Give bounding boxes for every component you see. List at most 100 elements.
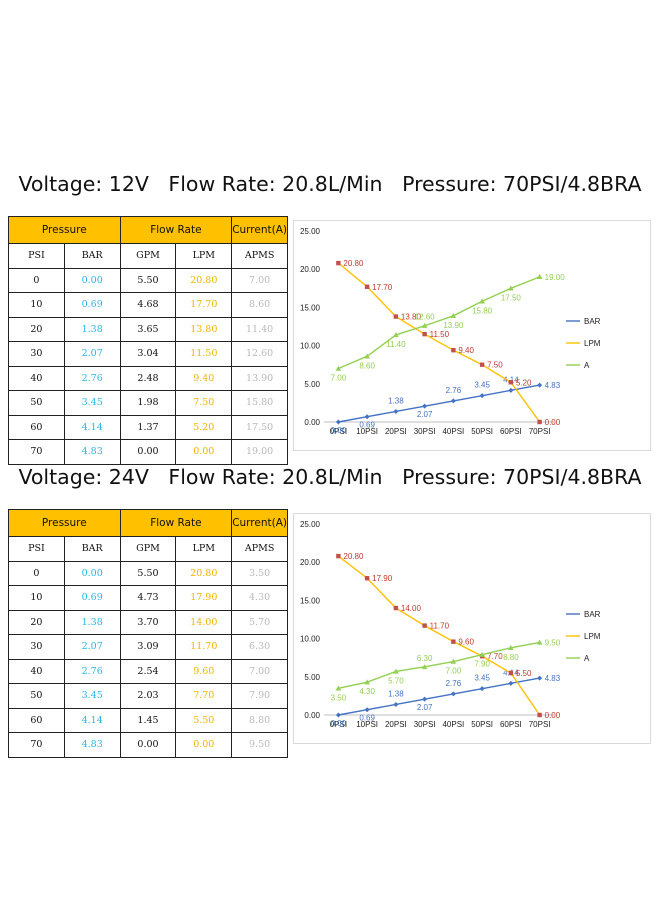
data-label-a: 8.80 [503,653,519,662]
cell-bar: 2.07 [63,341,121,367]
legend-label-lpm: LPM [584,632,601,641]
cell-apms: 12.60 [231,341,288,367]
legend-label-bar: BAR [584,610,601,619]
table-row: 50 3.45 2.03 7.70 7.90 [8,683,288,709]
data-label-a: 6.30 [417,654,433,663]
cell-gpm: 5.50 [119,267,177,293]
cell-gpm: 1.37 [119,414,177,440]
point-bar [508,387,514,393]
cell-psi: 40 [8,365,65,391]
x-tick-label: 20PSI [385,720,407,729]
cell-gpm: 0.00 [119,732,177,758]
data-label-lpm: 9.60 [458,638,474,647]
data-label-a: 7.00 [331,374,347,383]
point-bar [393,701,399,707]
cell-psi: 0 [8,560,65,586]
cell-lpm: 9.40 [175,365,233,391]
cell-gpm: 4.68 [119,292,177,318]
group-header-pressure: Pressure [8,509,121,537]
x-tick-label: 50PSI [471,720,493,729]
cell-apms: 7.00 [231,267,288,293]
column-header-apms: APMS [231,243,288,269]
cell-gpm: 3.09 [119,634,177,660]
point-bar [393,408,399,414]
y-tick-label: 25.00 [300,227,321,236]
point-a [421,664,428,670]
table-row: 30 2.07 3.04 11.50 12.60 [8,341,288,367]
point-lpm [422,623,427,628]
spec-table: Pressure Flow Rate Current(A) PSI BAR GP… [8,509,288,758]
x-tick-label: 30PSI [414,427,436,436]
point-lpm [508,670,514,676]
point-a [508,644,514,650]
data-label-a: 12.60 [415,313,436,322]
cell-gpm: 2.48 [119,365,177,391]
cell-psi: 20 [8,609,65,635]
cell-lpm: 5.20 [175,414,233,440]
cell-psi: 20 [8,316,65,342]
point-lpm [451,347,456,353]
point-a [421,322,428,328]
cell-apms: 13.90 [231,365,288,391]
point-a [536,274,543,280]
cell-apms: 15.80 [231,390,288,416]
column-header-lpm: LPM [175,243,233,269]
x-tick-label: 10PSI [356,427,378,436]
x-tick-label: 40PSI [442,427,464,436]
cell-bar: 2.76 [63,365,121,391]
point-lpm [479,362,485,367]
cell-psi: 50 [8,390,65,416]
point-a [450,658,457,664]
data-label-bar: 2.07 [417,703,433,712]
cell-bar: 4.14 [63,707,121,733]
column-header-psi: PSI [8,243,65,269]
y-tick-label: 5.00 [304,380,320,389]
legend-label-a: A [584,361,590,370]
point-bar [422,696,428,702]
table-row: 70 4.83 0.00 0.00 19.00 [8,439,288,465]
cell-lpm: 20.80 [175,560,233,586]
cell-psi: 50 [8,683,65,709]
data-label-a: 3.50 [331,693,347,702]
data-label-lpm: 11.70 [430,622,450,631]
cell-lpm: 17.90 [175,585,233,611]
series-line-a [338,276,540,370]
data-label-lpm: 7.70 [487,652,503,661]
line-chart: 0.00 5.00 10.00 15.00 20.00 25.00 0PSI 10PSI 20P… [293,513,651,744]
cell-bar: 3.45 [63,683,121,709]
point-bar [537,382,543,388]
spec-table: Pressure Flow Rate Current(A) PSI BAR GP… [8,216,288,465]
series-line-bar [338,677,540,716]
data-label-a: 5.70 [388,676,404,685]
y-tick-label: 25.00 [300,520,321,529]
column-header-bar: BAR [63,536,121,562]
y-tick-label: 5.00 [304,673,320,682]
point-bar [364,414,370,420]
series-line-a [338,641,540,689]
y-tick-label: 10.00 [300,635,321,644]
data-label-lpm: 5.50 [516,669,532,678]
cell-apms: 17.50 [231,414,288,440]
x-tick-label: 0PSI [330,427,347,436]
cell-psi: 0 [8,267,65,293]
x-tick-label: 20PSI [385,427,407,436]
table-row: 60 4.14 1.37 5.20 17.50 [8,414,288,440]
group-header-flow-rate: Flow Rate [119,216,233,244]
group-header-current: Current(A) [231,509,288,537]
x-tick-label: 50PSI [471,427,493,436]
data-label-lpm: 0.00 [545,711,561,720]
cell-gpm: 5.50 [119,560,177,586]
data-label-bar: 1.38 [388,689,404,698]
point-lpm [393,314,399,319]
cell-lpm: 17.70 [175,292,233,318]
section-heading: Voltage: 12V Flow Rate: 20.8L/Min Pressu… [18,172,642,196]
table-row: 10 0.69 4.73 17.90 4.30 [8,585,288,611]
cell-bar: 4.83 [63,439,121,465]
series-line-bar [338,384,540,423]
cell-bar: 1.38 [63,316,121,342]
point-lpm [364,576,370,581]
table-row: 50 3.45 1.98 7.50 15.80 [8,390,288,416]
cell-bar: 4.14 [63,414,121,440]
cell-apms: 19.00 [231,439,288,465]
point-lpm [393,605,399,611]
